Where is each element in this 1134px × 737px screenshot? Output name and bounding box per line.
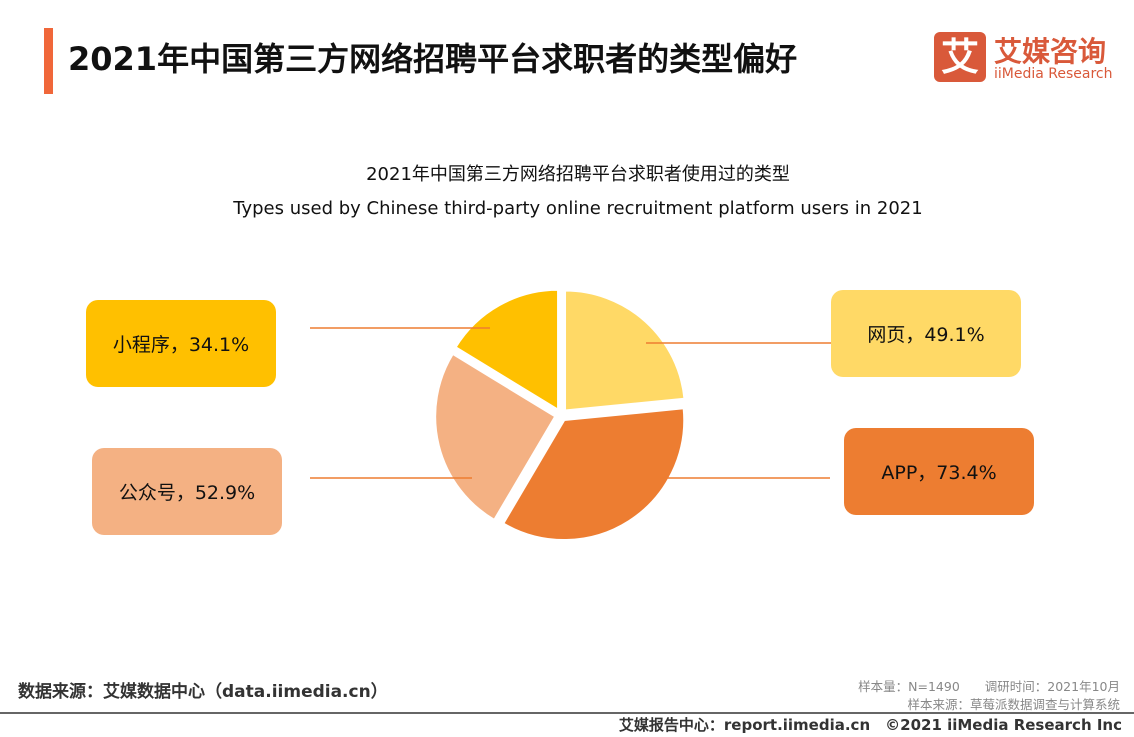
label-app: APP，73.4%	[844, 428, 1034, 515]
label-official-account: 公众号，52.9%	[92, 448, 282, 535]
page-title: 2021年中国第三方网络招聘平台求职者的类型偏好	[68, 40, 798, 78]
sample-info: 样本量：N=1490 调研时间：2021年10月	[858, 679, 1120, 694]
title-accent-bar	[44, 28, 53, 94]
footer-divider	[0, 712, 1134, 714]
pie-slice-1	[501, 407, 686, 542]
chart-subtitle: Types used by Chinese third-party online…	[233, 198, 923, 219]
pie-slice-0	[564, 289, 686, 412]
chart-title: 2021年中国第三方网络招聘平台求职者使用过的类型	[366, 164, 790, 185]
label-web: 网页，49.1%	[831, 290, 1021, 377]
pie-slice-3	[454, 288, 560, 412]
data-source: 数据来源：艾媒数据中心（data.iimedia.cn）	[18, 682, 388, 702]
logo-cn: 艾媒咨询	[994, 35, 1107, 68]
sample-source: 样本来源：草莓派数据调查与计算系统	[907, 697, 1120, 712]
logo-mark: 艾	[934, 32, 986, 82]
label-mini-program: 小程序，34.1%	[86, 300, 276, 387]
report-center: 艾媒报告中心：report.iimedia.cn ©2021 iiMedia R…	[618, 716, 1122, 734]
logo-en: iiMedia Research	[994, 66, 1113, 82]
